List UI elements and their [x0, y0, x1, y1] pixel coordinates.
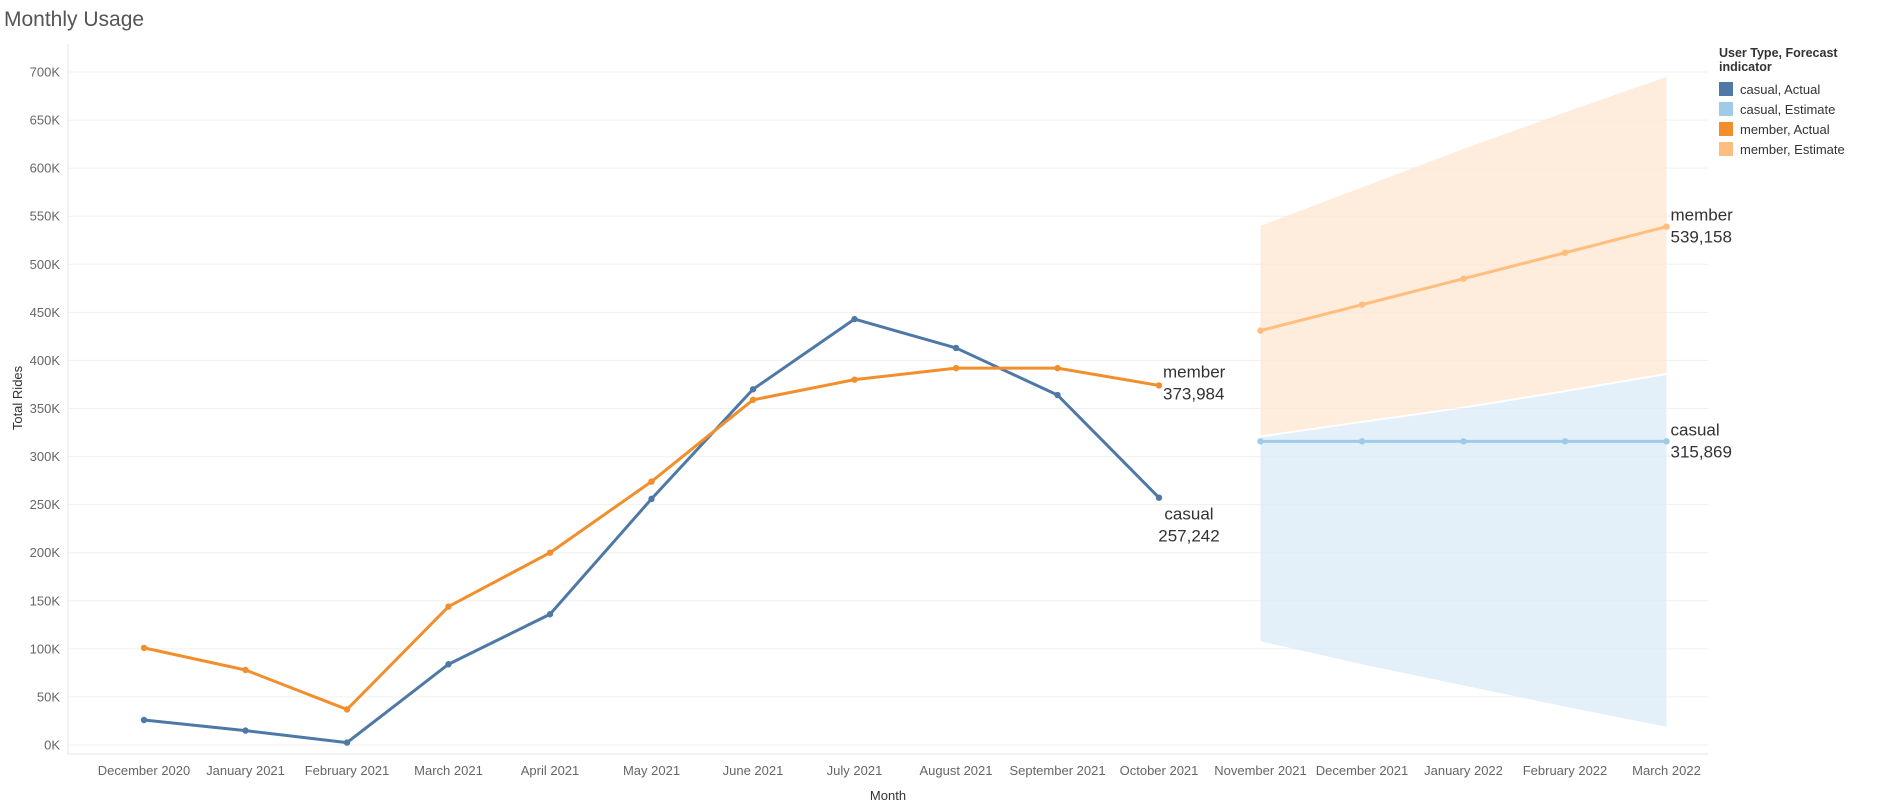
x-tick-label: October 2021	[1120, 763, 1199, 778]
x-tick-label: July 2021	[827, 763, 883, 778]
legend-item-member-actual[interactable]: member, Actual	[1719, 119, 1888, 139]
data-point	[1663, 223, 1670, 230]
chart-labels: 0K 50K 100K 150K 200K 250K 300K 350K 400K 450K 500…	[10, 65, 1733, 804]
x-tick-label: December 2020	[98, 763, 191, 778]
legend-label: casual, Actual	[1740, 81, 1821, 97]
series-end-name: casual	[1671, 420, 1720, 439]
data-point	[1155, 494, 1163, 501]
data-point	[546, 611, 554, 618]
y-tick-label: 100K	[30, 641, 61, 656]
legend-title: User Type, Forecast indicator	[1719, 46, 1838, 74]
series-end-value: 373,984	[1163, 384, 1224, 403]
y-axis-title: Total Rides	[10, 365, 25, 430]
data-point	[1257, 327, 1264, 334]
x-tick-label: March 2022	[1632, 763, 1701, 778]
data-point	[851, 315, 858, 323]
data-point	[1358, 301, 1366, 308]
series-line	[143, 317, 1161, 745]
legend-label: member, Actual	[1740, 121, 1830, 137]
legend-item-casual-estimate[interactable]: casual, Estimate	[1719, 99, 1888, 119]
legend: User Type, Forecast indicator casual, Ac…	[1719, 46, 1888, 159]
legend-label: member, Estimate	[1740, 141, 1845, 157]
data-point	[1358, 438, 1366, 445]
data-point	[952, 344, 960, 352]
x-tick-label: September 2021	[1009, 763, 1105, 778]
series-end-value: 315,869	[1671, 442, 1732, 461]
data-point	[648, 495, 655, 503]
series-end-value: 257,242	[1158, 527, 1219, 546]
y-tick-label: 700K	[30, 65, 61, 80]
x-tick-label: January 2022	[1424, 763, 1503, 778]
y-tick-label: 500K	[30, 257, 61, 272]
data-point	[343, 739, 351, 746]
x-tick-label: January 2021	[206, 763, 285, 778]
data-point	[1257, 438, 1264, 445]
data-point	[1155, 382, 1163, 389]
data-point	[1460, 438, 1467, 445]
y-tick-label: 600K	[30, 161, 61, 176]
data-point	[851, 376, 858, 383]
data-point	[343, 706, 351, 713]
series-end-name: casual	[1164, 505, 1213, 524]
y-tick-label: 250K	[30, 497, 61, 512]
forecast-bands	[1260, 76, 1667, 727]
series-line	[143, 366, 1160, 711]
chart-title: Monthly Usage	[4, 8, 145, 31]
y-tick-label: 0K	[44, 738, 60, 753]
forecast-band	[1260, 76, 1667, 436]
x-tick-label: February 2021	[305, 763, 390, 778]
series-lines	[140, 223, 1670, 746]
x-tick-label: June 2021	[723, 763, 784, 778]
data-point	[952, 364, 960, 372]
data-point	[1663, 438, 1670, 445]
x-axis-title: Month	[870, 788, 906, 803]
y-tick-label: 300K	[30, 449, 61, 464]
forecast-band	[1260, 374, 1667, 727]
data-point	[445, 661, 452, 668]
series-end-name: member	[1163, 362, 1226, 381]
data-point	[1561, 249, 1569, 256]
x-tick-label: March 2021	[414, 763, 483, 778]
x-tick-label: April 2021	[521, 763, 580, 778]
series-end-name: member	[1671, 206, 1734, 225]
y-tick-label: 50K	[37, 689, 60, 704]
data-point	[445, 603, 452, 610]
legend-swatch	[1719, 102, 1733, 116]
x-tick-label: December 2021	[1316, 763, 1409, 778]
x-tick-label: May 2021	[623, 763, 680, 778]
x-tick-label: November 2021	[1214, 763, 1307, 778]
y-tick-label: 200K	[30, 545, 61, 560]
series-end-value: 539,158	[1671, 228, 1732, 247]
data-point	[242, 666, 249, 674]
legend-item-member-estimate[interactable]: member, Estimate	[1719, 139, 1888, 159]
legend-label: casual, Estimate	[1740, 101, 1836, 117]
data-point	[1561, 438, 1569, 445]
legend-swatch	[1719, 82, 1733, 96]
data-point	[648, 478, 655, 485]
data-point	[749, 396, 757, 404]
data-point	[1460, 275, 1467, 282]
data-point	[140, 716, 148, 724]
data-point	[242, 727, 249, 734]
x-tick-label: August 2021	[919, 763, 992, 778]
data-point	[546, 549, 554, 556]
legend-swatch	[1719, 142, 1733, 156]
legend-item-casual-actual[interactable]: casual, Actual	[1719, 79, 1888, 99]
data-point	[1054, 364, 1061, 372]
y-tick-label: 350K	[30, 401, 61, 416]
data-point	[749, 386, 757, 393]
legend-swatch	[1719, 122, 1733, 136]
y-tick-label: 550K	[30, 209, 61, 224]
x-tick-label: February 2022	[1523, 763, 1608, 778]
data-point	[140, 644, 148, 652]
y-tick-label: 400K	[30, 353, 61, 368]
y-tick-label: 150K	[30, 593, 61, 608]
y-tick-label: 450K	[30, 305, 61, 320]
data-point	[1054, 391, 1061, 399]
y-tick-label: 650K	[30, 113, 61, 128]
